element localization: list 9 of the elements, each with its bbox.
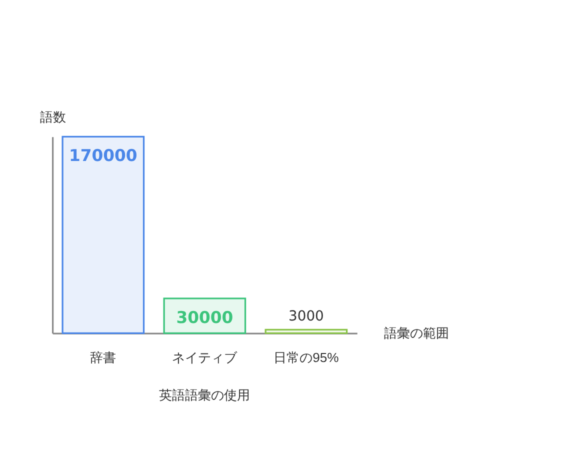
x-tick-label: 辞書 (90, 350, 116, 366)
data-label: 3000 (288, 308, 324, 325)
text: 英語語彙の使用 (159, 388, 250, 404)
data-label: 30000 (176, 308, 234, 328)
x-tick-label: ネイティブ (172, 350, 238, 366)
data-label: 170000 (69, 146, 138, 166)
x-tick-label: 日常の95% (274, 350, 340, 366)
y-axis-title: 語数 (40, 110, 66, 125)
x-axis-title: 語彙の範囲 (384, 326, 450, 341)
